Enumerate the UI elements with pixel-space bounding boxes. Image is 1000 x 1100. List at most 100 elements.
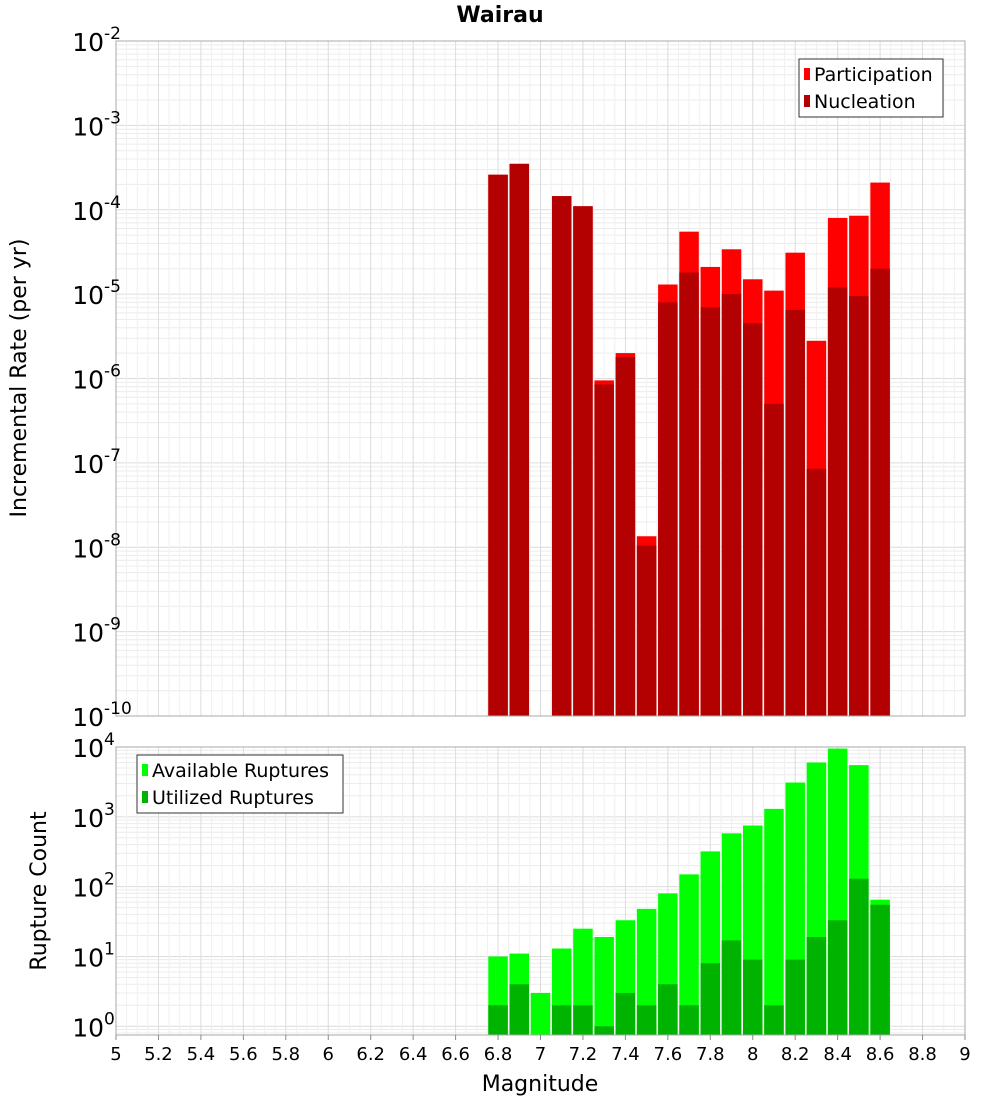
bar-nucleation [827, 287, 848, 716]
bar-nucleation [573, 206, 593, 716]
y-tick-exponent: -7 [104, 446, 121, 466]
x-tick-label: 5 [110, 1044, 121, 1065]
x-tick-label: 7.2 [569, 1044, 598, 1065]
y-tick-exponent: 4 [104, 730, 115, 750]
bar-nucleation [700, 307, 721, 716]
y-tick-exponent: -2 [104, 24, 121, 44]
x-tick-label: 7.4 [611, 1044, 640, 1065]
bar-utilized-ruptures [806, 936, 827, 1035]
x-tick-label: 6.8 [484, 1044, 513, 1065]
y-tick-label: 10 [72, 28, 104, 57]
bar-utilized-ruptures [488, 1005, 508, 1035]
bar-nucleation [849, 296, 869, 716]
bar-utilized-ruptures [764, 1005, 784, 1035]
bar-utilized-ruptures [551, 1005, 572, 1035]
bar-utilized-ruptures [700, 963, 721, 1035]
bar-utilized-ruptures [849, 878, 869, 1035]
x-tick-label: 8.6 [866, 1044, 895, 1065]
bar-nucleation [764, 403, 784, 716]
y-tick-exponent: 2 [104, 870, 115, 890]
chart-title: Wairau [456, 3, 543, 28]
x-tick-label: 8.4 [823, 1044, 852, 1065]
x-tick-label: 5.6 [229, 1044, 258, 1065]
y-tick-label: 10 [72, 281, 104, 310]
legend-label: Available Ruptures [152, 760, 329, 782]
bar-utilized-ruptures [785, 959, 805, 1035]
y-tick-label: 10 [72, 1013, 104, 1042]
legend-label: Utilized Ruptures [152, 787, 314, 809]
y-axis-label-rate: Incremental Rate (per yr) [7, 239, 32, 518]
x-tick-label: 5.8 [271, 1044, 300, 1065]
y-tick-label: 10 [72, 534, 104, 563]
y-tick-label: 10 [72, 450, 104, 479]
y-axis-label-count: Rupture Count [27, 811, 52, 971]
legend-swatch [142, 791, 148, 803]
y-tick-label: 10 [72, 943, 104, 972]
y-tick-exponent: -6 [104, 362, 121, 382]
bar-available-ruptures [764, 808, 784, 1035]
x-tick-label: 5.2 [144, 1044, 173, 1065]
y-tick-label: 10 [72, 366, 104, 395]
y-tick-exponent: -9 [104, 615, 121, 635]
bar-nucleation [743, 323, 763, 716]
legend-swatch [804, 68, 810, 80]
bar-utilized-ruptures [870, 904, 890, 1035]
bar-utilized-ruptures [615, 992, 636, 1035]
legend-box [798, 58, 944, 118]
x-axis: 5 5.2 5.4 5.6 5.8 6 6.2 6.4 6.6 6.8 7 7.2 7.4 7.6 7.8 8… [110, 1035, 971, 1065]
x-axis-label: Magnitude [482, 1072, 599, 1097]
bar-available-ruptures [636, 908, 657, 1035]
y-tick-exponent: 1 [104, 939, 115, 959]
y-tick-label: 10 [72, 619, 104, 648]
x-tick-label: 8.2 [781, 1044, 810, 1065]
y-tick-exponent: -8 [104, 530, 121, 550]
legend-swatch [804, 95, 810, 107]
bar-nucleation [721, 294, 742, 716]
bar-utilized-ruptures [743, 959, 763, 1035]
y-tick-label: 10 [72, 703, 104, 732]
bar-nucleation [509, 163, 530, 717]
bar-available-ruptures [594, 936, 614, 1035]
x-tick-label: 7.8 [696, 1044, 725, 1065]
y-tick-exponent: -5 [104, 277, 121, 297]
bar-nucleation [551, 196, 572, 716]
bar-nucleation [785, 309, 805, 716]
bar-nucleation [870, 268, 890, 716]
y-tick-label: 10 [72, 734, 104, 763]
plot-border [115, 40, 966, 717]
y-tick-label: 10 [72, 874, 104, 903]
y-tick-label: 10 [72, 197, 104, 226]
bar-utilized-ruptures [679, 1005, 699, 1035]
legend-box [136, 754, 344, 814]
bar-utilized-ruptures [827, 920, 848, 1035]
bar-nucleation [679, 272, 699, 716]
y-tick-exponent: 0 [104, 1009, 115, 1029]
bar-utilized-ruptures [509, 984, 530, 1035]
x-tick-label: 6 [323, 1044, 334, 1065]
bar-utilized-ruptures [573, 1005, 593, 1035]
y-tick-exponent: 3 [104, 800, 115, 820]
x-tick-label: 6.4 [399, 1044, 428, 1065]
y-tick-label: 10 [72, 112, 104, 141]
y-tick-label: 10 [72, 804, 104, 833]
bar-nucleation [806, 468, 827, 716]
x-tick-label: 8 [747, 1044, 758, 1065]
legend-label: Nucleation [814, 91, 916, 113]
x-tick-label: 7 [535, 1044, 546, 1065]
y-tick-exponent: -3 [104, 108, 121, 128]
x-tick-label: 7.6 [654, 1044, 683, 1065]
bar-nucleation [594, 384, 614, 716]
bar-utilized-ruptures [721, 940, 742, 1035]
x-tick-label: 8.8 [908, 1044, 937, 1065]
bar-utilized-ruptures [636, 1005, 657, 1035]
x-tick-label: 6.2 [356, 1044, 385, 1065]
bar-nucleation [658, 302, 678, 716]
legend-label: Participation [814, 64, 933, 86]
legend-swatch [142, 764, 148, 776]
y-tick-exponent: -4 [104, 193, 121, 213]
bar-nucleation [615, 356, 636, 716]
bar-nucleation [636, 545, 657, 716]
